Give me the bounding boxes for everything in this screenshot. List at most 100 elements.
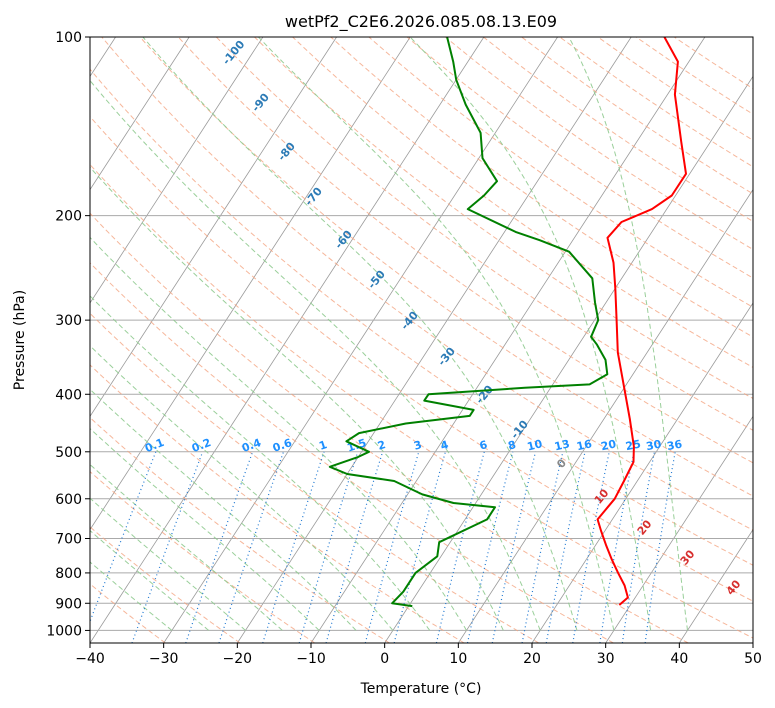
moist-adiabat-line	[409, 37, 652, 631]
axes: −40 −30 −20 −10 0 10 20 30 40 5010020030040050060…	[46, 30, 762, 667]
mixing-ratio-line	[185, 451, 254, 643]
mixing-ratio-line	[298, 451, 359, 643]
x-tick-label: −40	[75, 651, 105, 667]
moist-adiabat-line	[90, 497, 246, 631]
y-tick-label: 500	[55, 445, 82, 461]
isotherm-line	[310, 37, 706, 643]
y-tick-label: 700	[55, 532, 82, 548]
isotherm-line	[236, 37, 632, 643]
dry-adiabat-line	[330, 37, 753, 338]
mixing-ratio-line	[325, 451, 384, 643]
background-lines	[90, 37, 753, 643]
dry-adiabat-line	[90, 163, 753, 639]
dry-adiabat-line	[90, 312, 540, 643]
moist-adiabat-line	[568, 37, 688, 631]
moist-adiabat-line	[90, 529, 210, 631]
chart-title: wetPf2_C2E6.2026.085.08.13.E09	[285, 12, 557, 32]
moist-adiabat-line	[142, 37, 578, 631]
dry-adiabat-line	[90, 262, 614, 643]
mixing-ratio-line	[393, 451, 446, 643]
mixing-ratio-label: 36	[666, 438, 684, 454]
mixing-ratio-label: 30	[645, 437, 663, 453]
mixing-ratio-label: 0.4	[240, 436, 263, 455]
isotherm-line	[605, 415, 753, 643]
dry-adiabat-line	[90, 470, 315, 643]
mixing-ratio-line	[364, 451, 420, 643]
moist-adiabat-line	[90, 345, 394, 631]
y-tick-label: 100	[55, 30, 82, 46]
isotherm-line	[90, 37, 411, 531]
moist-adiabat-line	[258, 37, 615, 631]
moist-adiabat-line	[90, 166, 504, 631]
isotherm-line	[457, 188, 753, 643]
dry-adiabat-line	[292, 37, 753, 368]
x-tick-label: −20	[223, 651, 253, 667]
x-tick-label: 40	[670, 651, 688, 667]
dry-adiabat-line	[90, 416, 390, 643]
moist-adiabat-line	[90, 463, 283, 631]
y-tick-label: 200	[55, 209, 82, 225]
isotherm-line	[90, 37, 190, 191]
moist-adiabat-line	[90, 427, 320, 631]
mixing-ratio-label: 2	[376, 438, 387, 453]
x-tick-label: 20	[523, 651, 541, 667]
y-tick-label: 600	[55, 492, 82, 508]
isotherm-line	[163, 37, 558, 643]
dry-adiabat-line	[90, 364, 465, 643]
temperature-profile	[596, 37, 687, 606]
dewpoint-profile	[328, 37, 609, 608]
dry-adiabat-line	[177, 37, 753, 464]
dry-adiabat-line	[90, 115, 753, 602]
mixing-ratio-line	[435, 451, 485, 643]
mixing-ratio-label: 10	[526, 437, 544, 453]
mixing-ratio-line	[466, 451, 514, 643]
mixing-ratio-label: 0.2	[190, 436, 213, 455]
x-tick-label: 30	[597, 651, 615, 667]
isotherm-line	[90, 37, 485, 643]
mixing-ratio-label: 4	[439, 438, 450, 453]
isotherm-line	[384, 75, 753, 643]
moist-adiabat-line	[90, 295, 431, 631]
line-labels: 0.1 0.2 0.4 0.6 1 1.5 2 3 4 6 8 10 13 16 20 25 30 36-100-…	[143, 38, 744, 598]
y-tick-label: 800	[55, 566, 82, 582]
isotherm-line	[678, 528, 753, 643]
mixing-ratio-line	[491, 451, 537, 643]
y-tick-label: 900	[55, 596, 82, 612]
moist-adiabat-line	[90, 388, 357, 631]
y-tick-label: 300	[55, 313, 82, 329]
mixing-ratio-label: 3	[412, 438, 423, 453]
x-tick-label: 10	[449, 651, 467, 667]
isotherm-line	[90, 37, 337, 418]
moist-adiabat-line	[90, 236, 467, 631]
y-tick-label: 400	[55, 387, 82, 403]
moist-adiabat-line	[90, 79, 541, 631]
dry-adiabat-line	[90, 583, 166, 643]
dry-adiabat-line	[90, 212, 689, 643]
isotherm-line	[90, 37, 264, 304]
mixing-ratio-label: 1	[317, 438, 328, 453]
dry-adiabat-line	[90, 68, 753, 566]
x-tick-label: −10	[296, 651, 326, 667]
x-tick-label: 0	[380, 651, 389, 667]
isotherm-line	[531, 302, 753, 643]
x-tick-label: 50	[744, 651, 762, 667]
mixing-ratio-label: 8	[507, 438, 518, 452]
y-axis-label: Pressure (hPa)	[12, 290, 28, 390]
profiles	[328, 37, 687, 608]
x-axis-label: Temperature (°C)	[360, 681, 482, 697]
y-tick-label: 1000	[46, 623, 82, 639]
mixing-ratio-label: 13	[553, 437, 571, 453]
mixing-ratio-label: 0.6	[271, 436, 294, 455]
mixing-ratio-label: 20	[600, 437, 618, 453]
mixing-ratio-label: 16	[575, 437, 593, 453]
mixing-ratio-line	[218, 451, 285, 643]
dry-adiabat-line	[101, 37, 753, 531]
plot-frame	[89, 36, 754, 644]
dry-adiabat-line	[139, 37, 753, 497]
x-tick-label: −30	[149, 651, 179, 667]
mixing-ratio-label: 6	[478, 438, 489, 453]
mixing-ratio-line	[262, 451, 325, 643]
